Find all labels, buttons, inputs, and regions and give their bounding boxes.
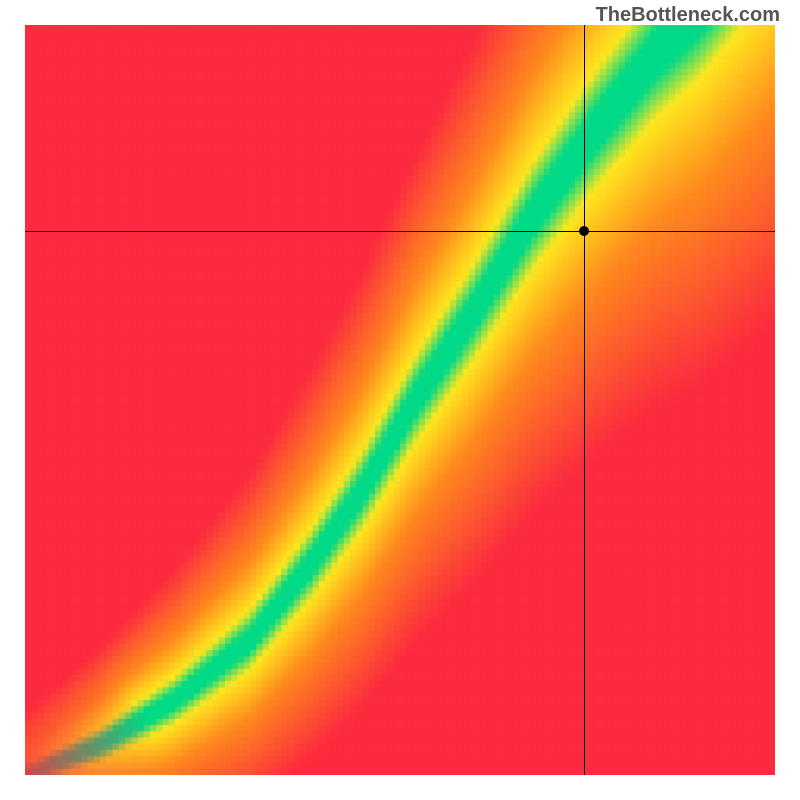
heatmap-plot [25,25,775,775]
heatmap-canvas [25,25,775,775]
crosshair-horizontal [25,231,775,232]
watermark-text: TheBottleneck.com [596,4,780,27]
crosshair-marker [579,226,589,236]
crosshair-vertical [584,25,585,775]
